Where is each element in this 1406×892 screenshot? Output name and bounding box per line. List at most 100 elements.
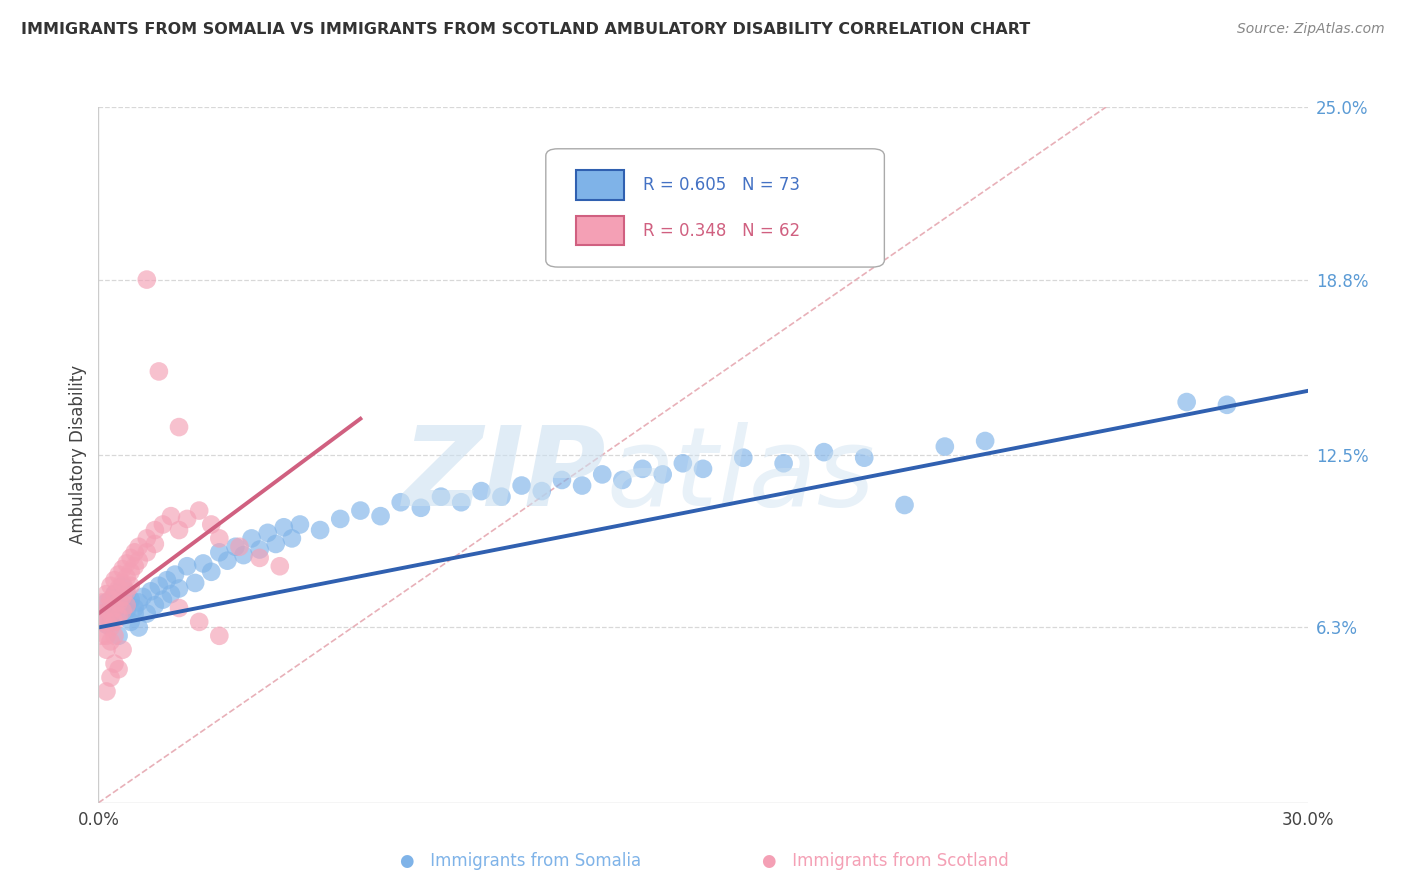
Point (91, 607, 114, 621)
Point (288, 517, 311, 532)
Point (176, 512, 198, 526)
Point (107, 629, 129, 643)
Point (115, 598, 138, 612)
Point (115, 604, 138, 618)
Point (115, 557, 138, 571)
Point (135, 272, 157, 286)
Point (91, 607, 114, 621)
Point (111, 642, 134, 657)
Point (163, 567, 186, 582)
Point (208, 629, 231, 643)
Point (103, 573, 125, 587)
Text: Source: ZipAtlas.com: Source: ZipAtlas.com (1237, 22, 1385, 37)
Point (96, 587, 118, 601)
Point (228, 540, 250, 554)
Point (470, 484, 492, 499)
Point (148, 579, 170, 593)
Point (111, 598, 134, 612)
Point (100, 601, 122, 615)
FancyBboxPatch shape (546, 149, 884, 267)
Point (152, 592, 174, 607)
Point (188, 503, 211, 517)
Point (107, 662, 129, 676)
Text: ZIP: ZIP (402, 422, 606, 529)
Point (224, 540, 246, 554)
Point (160, 509, 183, 524)
Point (208, 532, 231, 546)
Point (551, 473, 574, 487)
Point (128, 595, 150, 609)
Point (1216, 398, 1239, 412)
Y-axis label: Ambulatory Disability: Ambulatory Disability (69, 366, 87, 544)
Point (111, 579, 134, 593)
Point (156, 573, 179, 587)
Point (148, 364, 170, 378)
Point (167, 420, 190, 434)
Point (111, 590, 134, 604)
Bar (576, 216, 624, 245)
Point (349, 503, 371, 517)
Point (176, 559, 198, 574)
Text: IMMIGRANTS FROM SOMALIA VS IMMIGRANTS FROM SCOTLAND AMBULATORY DISABILITY CORREL: IMMIGRANTS FROM SOMALIA VS IMMIGRANTS FR… (21, 22, 1031, 37)
Point (188, 615, 211, 629)
Point (530, 484, 553, 499)
Point (772, 456, 794, 470)
Point (96, 615, 118, 629)
Point (111, 604, 134, 618)
Point (167, 601, 190, 615)
Point (96, 642, 118, 657)
Point (264, 537, 287, 551)
Point (167, 523, 190, 537)
Point (309, 523, 332, 537)
Point (672, 456, 695, 470)
Point (135, 545, 157, 559)
Point (143, 537, 166, 551)
Point (91, 629, 114, 643)
Point (135, 607, 157, 621)
Point (510, 478, 533, 492)
Point (103, 587, 125, 601)
Point (124, 601, 146, 615)
Point (103, 601, 125, 615)
Point (120, 550, 142, 565)
Point (430, 490, 453, 504)
Point (329, 512, 352, 526)
Point (115, 584, 138, 599)
Point (281, 532, 304, 546)
Point (853, 450, 876, 465)
Point (120, 615, 142, 629)
Point (96, 595, 118, 609)
Point (692, 462, 714, 476)
Point (103, 629, 125, 643)
Point (208, 545, 231, 559)
Point (120, 592, 142, 607)
Point (249, 550, 271, 565)
Point (167, 582, 190, 596)
Point (240, 532, 263, 546)
Text: R = 0.605   N = 73: R = 0.605 N = 73 (643, 176, 800, 194)
Point (96, 684, 118, 698)
Point (107, 595, 129, 609)
Point (733, 450, 755, 465)
Point (160, 587, 183, 601)
Point (893, 498, 915, 512)
Point (612, 473, 634, 487)
Point (103, 615, 125, 629)
Point (200, 565, 222, 579)
Point (100, 671, 122, 685)
Point (591, 467, 613, 482)
Point (103, 587, 125, 601)
Point (100, 592, 122, 607)
Point (115, 587, 138, 601)
Point (143, 598, 166, 612)
Point (631, 462, 654, 476)
Point (120, 565, 142, 579)
Point (256, 525, 278, 540)
Point (269, 559, 291, 574)
Point (217, 554, 239, 568)
Point (249, 542, 271, 557)
Text: ●   Immigrants from Scotland: ● Immigrants from Scotland (762, 852, 1010, 870)
Point (232, 548, 254, 562)
Point (200, 517, 222, 532)
Point (124, 545, 146, 559)
